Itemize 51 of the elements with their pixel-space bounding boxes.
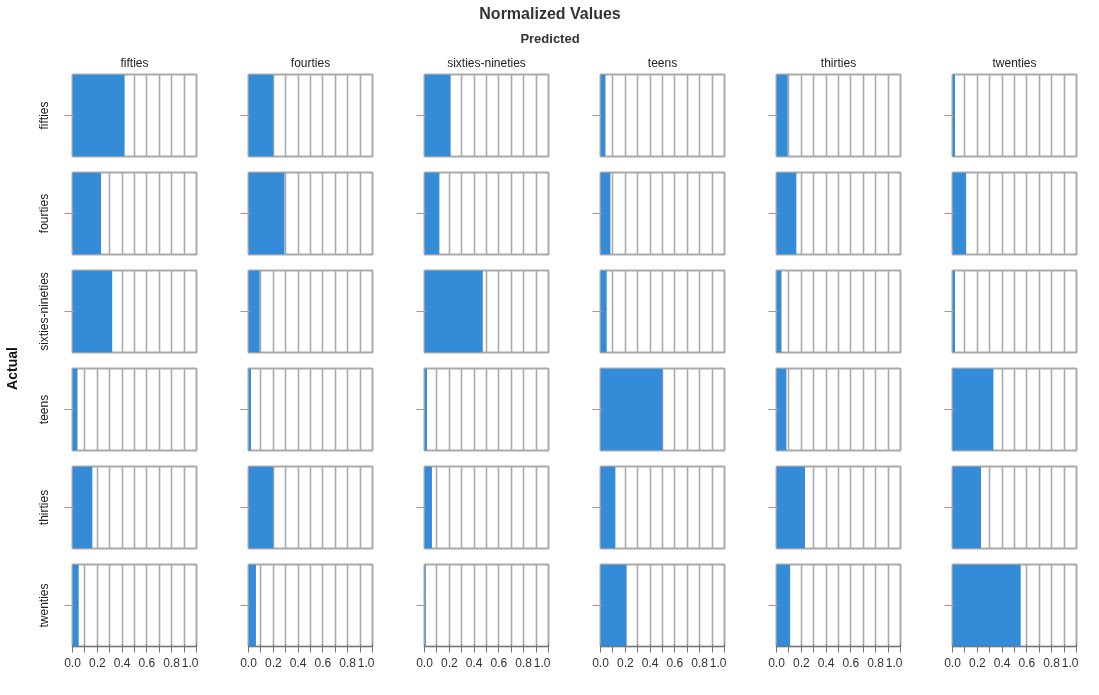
x-tick-label: 0.0 (64, 655, 82, 670)
y-tick-label: thirties (36, 489, 51, 526)
x-tick-label: 0.4 (641, 655, 659, 670)
x-tick-label: 0.8 (691, 655, 709, 670)
x-tick-label: 0.2 (264, 655, 282, 670)
y-tick-label: fourties (36, 193, 51, 234)
chart-title: twenties (992, 55, 1037, 70)
x-tick-label: 0.4 (817, 655, 835, 670)
x-tick-label: 0.0 (944, 655, 962, 670)
x-tick-label: 0.2 (616, 655, 634, 670)
x-tick-label: 0.6 (490, 655, 508, 670)
x-tick-label: 0.6 (666, 655, 684, 670)
x-tick-label: 0.6 (138, 655, 156, 670)
x-tick-label: 0.0 (240, 655, 258, 670)
x-tick-label: 0.8 (867, 655, 885, 670)
x-tick-label: 0.4 (289, 655, 307, 670)
x-tick-label: 0.0 (768, 655, 786, 670)
y-tick-label: sixties-nineties (36, 272, 51, 351)
x-tick-label: 0.4 (113, 655, 131, 670)
text: Actual (3, 347, 20, 390)
chart-title: teens (647, 55, 678, 70)
text: Predicted (520, 31, 580, 47)
x-tick-label: 0.2 (792, 655, 810, 670)
chart-title: thirties (820, 55, 857, 70)
x-tick-label: 0.8 (515, 655, 533, 670)
x-tick-label: 1.0 (885, 655, 903, 670)
x-tick-label: 1.0 (357, 655, 375, 670)
x-tick-label: 0.2 (88, 655, 106, 670)
x-tick-label: 1.0 (533, 655, 551, 670)
x-tick-label: 0.0 (416, 655, 434, 670)
x-tick-label: 0.4 (465, 655, 483, 670)
x-tick-label: 0.8 (1043, 655, 1061, 670)
chart-title: sixties-nineties (447, 55, 526, 70)
text: Normalized Values (479, 5, 621, 23)
y-tick-label: twenties (36, 583, 51, 628)
chart-title: fourties (290, 55, 331, 70)
x-tick-label: 0.8 (163, 655, 181, 670)
x-tick-label: 1.0 (181, 655, 199, 670)
x-tick-label: 0.4 (993, 655, 1011, 670)
y-tick-label: teens (36, 394, 51, 425)
x-tick-label: 1.0 (709, 655, 727, 670)
x-tick-label: 0.2 (968, 655, 986, 670)
x-tick-label: 0.2 (440, 655, 458, 670)
x-tick-label: 1.0 (1061, 655, 1079, 670)
x-tick-label: 0.8 (339, 655, 357, 670)
chart-title: fifties (120, 55, 149, 70)
x-tick-label: 0.6 (842, 655, 860, 670)
x-tick-label: 0.6 (314, 655, 332, 670)
y-tick-label: fifties (36, 101, 51, 130)
x-tick-label: 0.0 (592, 655, 610, 670)
x-tick-label: 0.6 (1018, 655, 1036, 670)
